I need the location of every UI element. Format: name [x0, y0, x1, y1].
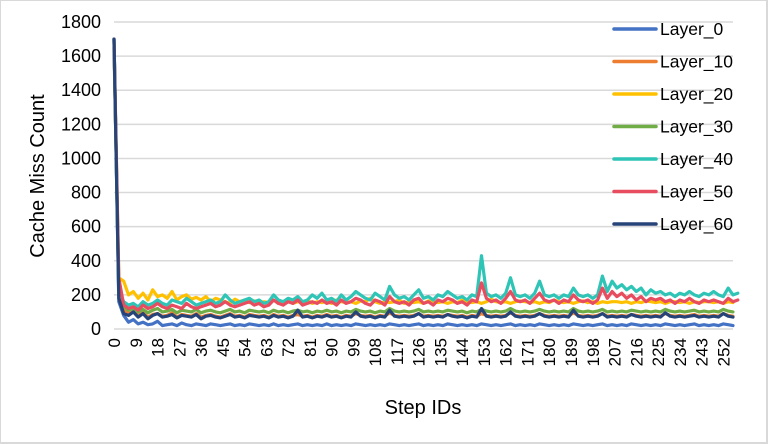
x-axis-title: Step IDs [385, 397, 462, 419]
legend-label: Layer_30 [660, 117, 733, 138]
x-tick-label: 198 [584, 338, 603, 366]
x-tick-label: 135 [431, 338, 450, 366]
x-tick-label: 90 [323, 338, 342, 357]
y-tick-label: 0 [91, 319, 101, 339]
x-tick-label: 9 [127, 338, 146, 347]
x-tick-label: 252 [714, 338, 733, 366]
x-tick-label: 36 [192, 338, 211, 357]
x-tick-label: 234 [671, 338, 690, 366]
series-line-layer-60 [112, 37, 735, 321]
x-tick-label: 72 [279, 338, 298, 357]
y-tick-label: 1000 [61, 148, 101, 168]
gridlines [114, 21, 733, 330]
x-tick-label: 99 [344, 338, 363, 357]
x-tick-label: 108 [366, 338, 385, 366]
legend-label: Layer_0 [660, 19, 724, 40]
y-tick-label: 800 [71, 183, 101, 203]
x-tick-label: 117 [388, 338, 407, 365]
x-tick-label: 0 [105, 338, 124, 347]
x-tick-label: 171 [518, 338, 537, 366]
x-tick-label: 63 [257, 338, 276, 357]
x-tick-label: 216 [627, 338, 646, 366]
y-tick-label: 600 [71, 217, 101, 237]
x-tick-label: 144 [453, 338, 472, 366]
legend-label: Layer_10 [660, 52, 733, 73]
legend: Layer_0 Layer_10 Layer_20 Layer_30 Layer_40 L… [612, 19, 733, 235]
x-tick-label: 81 [301, 338, 320, 357]
y-tick-label: 1600 [61, 46, 101, 66]
legend-label: Layer_50 [660, 182, 733, 203]
series-line-layer-0 [112, 37, 735, 328]
series-line-layer-40 [112, 37, 740, 309]
legend-label: Layer_20 [660, 84, 733, 105]
legend-label: Layer_40 [660, 149, 733, 170]
x-tick-label: 207 [606, 338, 625, 366]
y-tick-label: 200 [71, 285, 101, 305]
y-axis-ticks: 0 200 400 600 800 1000 1200 1400 1600 1800 [61, 12, 101, 339]
x-tick-label: 180 [540, 338, 559, 366]
frame-border-bottom [0, 442, 768, 444]
x-tick-label: 126 [410, 338, 429, 366]
x-tick-label: 27 [170, 338, 189, 357]
y-tick-label: 400 [71, 251, 101, 271]
x-axis-ticks: 0 9 18 27 36 45 54 63 72 81 90 99 108 117 126 135 144 153… [105, 338, 733, 366]
legend-label: Layer_60 [660, 214, 733, 235]
x-tick-label: 225 [649, 338, 668, 366]
series-line-layer-50 [112, 37, 740, 312]
y-tick-label: 1800 [61, 12, 101, 32]
y-tick-label: 1400 [61, 80, 101, 100]
x-tick-label: 189 [562, 338, 581, 366]
x-tick-label: 18 [149, 338, 168, 357]
x-tick-label: 45 [214, 338, 233, 357]
y-tick-label: 1200 [61, 114, 101, 134]
series-line-layer-20 [112, 40, 735, 305]
series-lines [112, 37, 740, 328]
series-line-layer-30 [112, 39, 735, 315]
x-tick-label: 54 [236, 338, 255, 357]
x-tick-label: 243 [693, 338, 712, 366]
x-tick-label: 153 [475, 338, 494, 366]
y-axis-title: Cache Miss Count [27, 94, 49, 258]
series-line-layer-10 [112, 45, 735, 319]
x-tick-label: 162 [497, 338, 516, 366]
frame-border-right [766, 0, 768, 444]
